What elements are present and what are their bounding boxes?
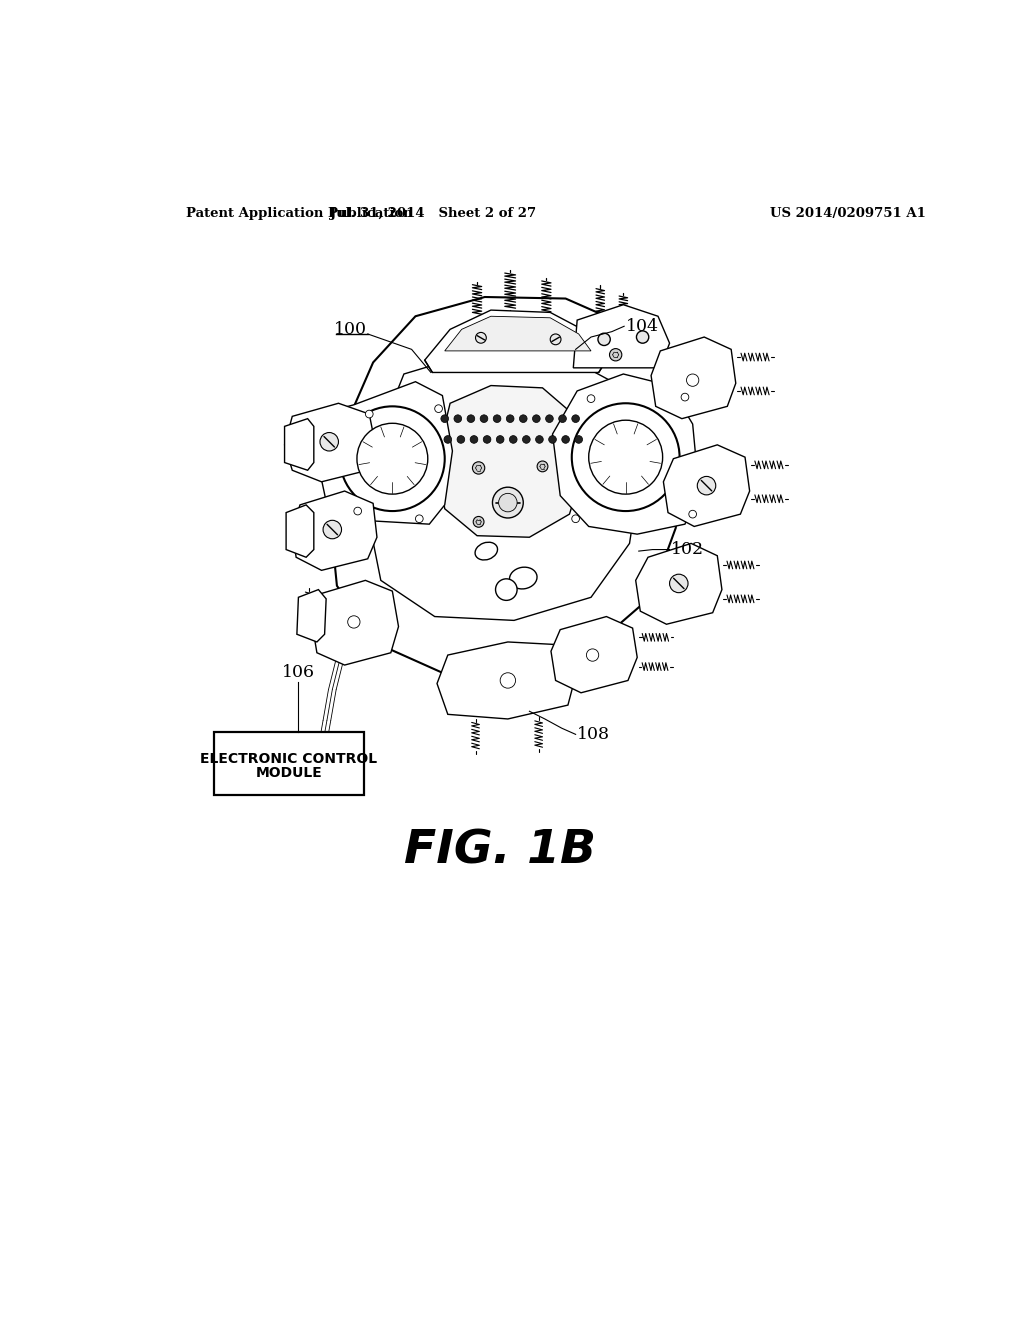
Text: Patent Application Publication: Patent Application Publication (186, 207, 413, 220)
Text: 104: 104 (626, 318, 658, 335)
Polygon shape (297, 590, 326, 642)
Circle shape (435, 405, 442, 413)
Polygon shape (551, 616, 637, 693)
Circle shape (681, 393, 689, 401)
Text: Jul. 31, 2014   Sheet 2 of 27: Jul. 31, 2014 Sheet 2 of 27 (330, 207, 537, 220)
Circle shape (546, 414, 553, 422)
Circle shape (522, 436, 530, 444)
Circle shape (499, 494, 517, 512)
Circle shape (686, 374, 698, 387)
Circle shape (589, 420, 663, 494)
Circle shape (571, 414, 580, 422)
Polygon shape (286, 506, 313, 557)
Circle shape (536, 436, 544, 444)
Polygon shape (425, 310, 606, 372)
Text: 102: 102 (671, 541, 705, 558)
Circle shape (454, 414, 462, 422)
Circle shape (457, 436, 465, 444)
Circle shape (475, 333, 486, 343)
Polygon shape (651, 337, 736, 418)
Circle shape (532, 414, 541, 422)
Circle shape (416, 515, 423, 523)
Polygon shape (437, 642, 575, 719)
Circle shape (483, 436, 490, 444)
Text: 108: 108 (578, 726, 610, 743)
Circle shape (562, 436, 569, 444)
Circle shape (609, 348, 622, 360)
Polygon shape (311, 581, 398, 665)
Text: MODULE: MODULE (255, 766, 323, 780)
Circle shape (366, 411, 373, 418)
Polygon shape (285, 404, 376, 482)
Circle shape (354, 507, 361, 515)
Circle shape (550, 334, 561, 345)
Circle shape (480, 414, 487, 422)
Circle shape (497, 436, 504, 444)
Polygon shape (573, 305, 670, 368)
Circle shape (574, 436, 583, 444)
Polygon shape (292, 491, 377, 570)
Circle shape (340, 407, 444, 511)
Circle shape (323, 520, 342, 539)
Ellipse shape (475, 543, 498, 560)
Circle shape (697, 477, 716, 495)
Circle shape (559, 414, 566, 422)
Polygon shape (444, 317, 591, 351)
Circle shape (519, 414, 527, 422)
Polygon shape (315, 381, 453, 524)
Circle shape (571, 515, 580, 523)
Circle shape (494, 414, 501, 422)
Circle shape (444, 436, 452, 444)
Circle shape (506, 414, 514, 422)
Ellipse shape (510, 568, 537, 589)
Circle shape (598, 333, 610, 346)
Bar (214, 733, 364, 795)
Circle shape (689, 511, 696, 517)
Circle shape (571, 404, 680, 511)
Circle shape (472, 462, 484, 474)
Circle shape (670, 574, 688, 593)
Polygon shape (330, 297, 685, 675)
Circle shape (470, 436, 478, 444)
Circle shape (538, 461, 548, 471)
Circle shape (467, 414, 475, 422)
Circle shape (549, 436, 556, 444)
Circle shape (509, 436, 517, 444)
Circle shape (637, 331, 649, 343)
Polygon shape (664, 445, 750, 527)
Text: 106: 106 (282, 664, 315, 681)
Text: FIG. 1B: FIG. 1B (404, 829, 596, 874)
Circle shape (441, 414, 449, 422)
Polygon shape (366, 351, 643, 620)
Text: 100: 100 (334, 321, 367, 338)
Circle shape (357, 424, 428, 494)
Polygon shape (636, 544, 722, 624)
Circle shape (500, 673, 515, 688)
Circle shape (348, 615, 360, 628)
Polygon shape (553, 374, 698, 535)
Text: US 2014/0209751 A1: US 2014/0209751 A1 (770, 207, 926, 220)
Text: ELECTRONIC CONTROL: ELECTRONIC CONTROL (201, 751, 378, 766)
Circle shape (496, 579, 517, 601)
Circle shape (319, 433, 339, 451)
Polygon shape (285, 418, 313, 470)
Polygon shape (437, 385, 585, 537)
Circle shape (587, 395, 595, 403)
Circle shape (587, 649, 599, 661)
Circle shape (473, 516, 484, 527)
Circle shape (493, 487, 523, 517)
